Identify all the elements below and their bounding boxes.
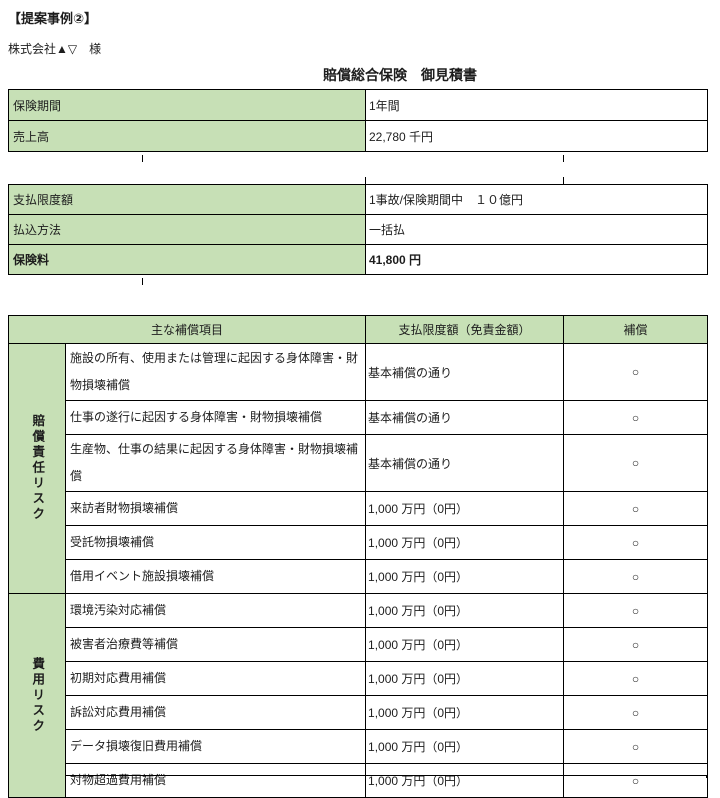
payment-row: 払込方法 一括払: [8, 214, 708, 245]
gridline-stub: [142, 278, 143, 285]
coverage-item: 受託物損壊補償: [64, 525, 367, 560]
coverage-table: 主な補償項目 支払限度額（免責金額） 補償 賠償責任リスク 施設の所有、使用または…: [7, 315, 709, 798]
risk-group-cell: 費用リスク: [8, 593, 66, 798]
coverage-mark: ○: [563, 763, 709, 798]
coverage-row: 賠償責任リスク 施設の所有、使用または管理に起因する身体障害・財物損壊補償 基本補償…: [8, 343, 709, 594]
coverage-item: 初期対応費用補償: [64, 661, 367, 696]
payment-label: 支払限度額: [8, 184, 366, 215]
coverage-row: データ損壊復旧費用補償 1,000 万円（0円） ○: [9, 729, 709, 764]
risk-group-cell: 賠償責任リスク: [8, 343, 66, 594]
proposal-case-heading: 【提案事例②】: [8, 11, 98, 26]
coverage-limit: 1,000 万円（0円）: [365, 593, 565, 628]
coverage-header-limit: 支払限度額（免責金額）: [365, 315, 565, 344]
cutoff-row-border: [65, 775, 707, 776]
coverage-mark: ○: [563, 525, 709, 560]
gridline-stub: [563, 775, 564, 778]
gridline-stub: [563, 155, 564, 162]
coverage-row: 仕事の遂行に起因する身体障害・財物損壊補償 基本補償の通り ○: [9, 400, 709, 435]
coverage-item: 訴訟対応費用補償: [64, 695, 367, 730]
coverage-row: 受託物損壊補償 1,000 万円（0円） ○: [9, 525, 709, 560]
coverage-item: 施設の所有、使用または管理に起因する身体障害・財物損壊補償: [64, 343, 367, 401]
summary-label: 保険期間: [8, 89, 366, 121]
coverage-row: 訴訟対応費用補償 1,000 万円（0円） ○: [9, 695, 709, 730]
coverage-mark: ○: [563, 593, 709, 628]
coverage-mark: ○: [563, 434, 709, 492]
coverage-header-item: 主な補償項目: [7, 315, 367, 344]
coverage-limit: 1,000 万円（0円）: [365, 729, 565, 764]
coverage-item: 仕事の遂行に起因する身体障害・財物損壊補償: [64, 400, 367, 435]
summary-label: 売上高: [8, 120, 366, 152]
summary-value: 1年間: [365, 89, 708, 121]
coverage-mark: ○: [563, 400, 709, 435]
coverage-limit: 1,000 万円（0円）: [365, 695, 565, 730]
coverage-mark: ○: [563, 491, 709, 526]
coverage-mark: ○: [563, 695, 709, 730]
coverage-limit: 基本補償の通り: [365, 434, 565, 492]
coverage-item: 借用イベント施設損壊補償: [64, 559, 367, 594]
payment-table: 支払限度額 1事故/保険期間中 １０億円 払込方法 一括払 保険料 41,800 円: [8, 184, 708, 275]
coverage-row: 借用イベント施設損壊補償 1,000 万円（0円） ○: [9, 559, 709, 594]
coverage-mark: ○: [563, 627, 709, 662]
coverage-row: 初期対応費用補償 1,000 万円（0円） ○: [9, 661, 709, 696]
payment-row: 保険料 41,800 円: [8, 244, 708, 275]
gridline-stub: [365, 177, 366, 184]
payment-label: 保険料: [8, 244, 366, 275]
coverage-limit: 1,000 万円（0円）: [365, 491, 565, 526]
coverage-mark: ○: [563, 729, 709, 764]
coverage-item: 環境汚染対応補償: [64, 593, 367, 628]
risk-group-label: 賠償責任リスク: [30, 414, 45, 523]
summary-value: 22,780 千円: [365, 120, 708, 152]
coverage-row: 被害者治療費等補償 1,000 万円（0円） ○: [9, 627, 709, 662]
coverage-mark: ○: [563, 343, 709, 401]
coverage-mark: ○: [563, 559, 709, 594]
document-title: 賠償総合保険 御見積書: [323, 67, 477, 83]
summary-row: 売上高 22,780 千円: [8, 120, 708, 152]
coverage-item: 対物超過費用補償: [64, 763, 367, 798]
coverage-header-mark: 補償: [563, 315, 709, 344]
coverage-limit: 1,000 万円（0円）: [365, 661, 565, 696]
coverage-row: 費用リスク 環境汚染対応補償 1,000 万円（0円） ○: [8, 593, 709, 798]
risk-group-label: 費用リスク: [30, 656, 45, 735]
coverage-item: データ損壊復旧費用補償: [64, 729, 367, 764]
coverage-row: 対物超過費用補償 1,000 万円（0円） ○: [9, 763, 709, 798]
coverage-row: 来訪者財物損壊補償 1,000 万円（0円） ○: [9, 491, 709, 526]
coverage-mark: ○: [563, 661, 709, 696]
payment-value: 一括払: [365, 214, 708, 245]
coverage-limit: 1,000 万円（0円）: [365, 525, 565, 560]
coverage-limit: 基本補償の通り: [365, 343, 565, 401]
client-name: 株式会社▲▽ 様: [8, 42, 102, 56]
coverage-limit: 1,000 万円（0円）: [365, 559, 565, 594]
gridline-stub: [365, 775, 366, 778]
coverage-header-row: 主な補償項目 支払限度額（免責金額） 補償: [7, 315, 709, 344]
payment-label: 払込方法: [8, 214, 366, 245]
payment-value: 1事故/保険期間中 １０億円: [365, 184, 708, 215]
summary-row: 保険期間 1年間: [8, 89, 708, 121]
coverage-row: 生産物、仕事の結果に起因する身体障害・財物損壊補償 基本補償の通り ○: [9, 434, 709, 492]
policy-summary-table: 保険期間 1年間 売上高 22,780 千円: [8, 89, 708, 152]
cutoff-group-cell: [8, 766, 66, 778]
coverage-limit: 基本補償の通り: [365, 400, 565, 435]
gridline-stub: [706, 775, 707, 778]
gridline-stub: [142, 155, 143, 162]
gridline-stub: [563, 177, 564, 184]
coverage-limit: 1,000 万円（0円）: [365, 627, 565, 662]
coverage-item: 被害者治療費等補償: [64, 627, 367, 662]
coverage-limit: 1,000 万円（0円）: [365, 763, 565, 798]
payment-row: 支払限度額 1事故/保険期間中 １０億円: [8, 184, 708, 215]
payment-value: 41,800 円: [365, 244, 708, 275]
coverage-item: 生産物、仕事の結果に起因する身体障害・財物損壊補償: [64, 434, 367, 492]
coverage-item: 来訪者財物損壊補償: [64, 491, 367, 526]
